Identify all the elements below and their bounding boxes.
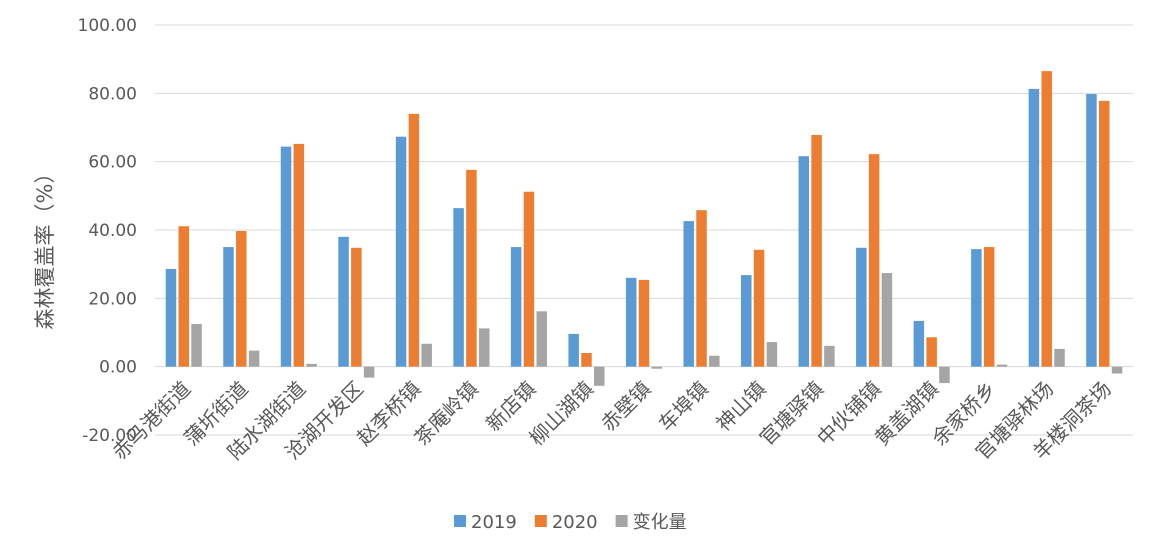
x-axis-categories: 赤马港街道蒲圻街道陆水湖街道沧湖开发区赵李桥镇茶庵岭镇新店镇柳山湖镇赤壁镇车埠镇… bbox=[108, 377, 1116, 465]
bar-2019-沧湖开发区 bbox=[338, 236, 349, 367]
bar-变化量-沧湖开发区 bbox=[363, 366, 375, 378]
bar-2019-余家桥乡 bbox=[971, 249, 982, 367]
x-category-label: 赤马港街道 bbox=[108, 377, 196, 465]
bar-2020-神山镇 bbox=[753, 249, 765, 367]
bar-2020-赵李桥镇 bbox=[408, 113, 420, 367]
bar-2019-车埠镇 bbox=[683, 221, 694, 367]
bar-变化量-茶庵岭镇 bbox=[478, 328, 490, 367]
bar-2020-黄盖湖镇 bbox=[926, 337, 937, 367]
bar-2019-官塘驿林场 bbox=[1028, 88, 1040, 367]
bars bbox=[165, 71, 1123, 386]
bar-变化量-蒲圻街道 bbox=[248, 350, 260, 367]
x-category-label: 车埠镇 bbox=[654, 377, 713, 436]
legend-label: 2020 bbox=[552, 512, 598, 533]
x-category-label: 柳山湖镇 bbox=[524, 377, 598, 451]
bar-变化量-车埠镇 bbox=[709, 355, 720, 367]
bar-变化量-新店镇 bbox=[536, 311, 547, 367]
bar-2020-沧湖开发区 bbox=[351, 247, 362, 367]
y-tick-label: 60.00 bbox=[88, 153, 137, 173]
bar-2019-茶庵岭镇 bbox=[453, 208, 464, 367]
bar-2020-官塘驿林场 bbox=[1041, 71, 1052, 367]
bar-变化量-黄盖湖镇 bbox=[939, 366, 950, 384]
bar-2020-余家桥乡 bbox=[983, 247, 995, 367]
bar-2019-新店镇 bbox=[510, 247, 522, 367]
legend-label: 2019 bbox=[471, 512, 517, 533]
bar-2019-陆水湖街道 bbox=[280, 146, 292, 367]
bar-2020-赤壁镇 bbox=[638, 279, 650, 367]
bar-变化量-柳山湖镇 bbox=[594, 366, 605, 386]
bar-2019-柳山湖镇 bbox=[568, 333, 579, 367]
y-tick-label: 80.00 bbox=[88, 84, 137, 104]
bar-变化量-陆水湖街道 bbox=[306, 363, 317, 367]
x-category-label: 赤壁镇 bbox=[596, 377, 655, 436]
bar-2019-羊楼洞茶场 bbox=[1086, 94, 1097, 367]
bar-变化量-余家桥乡 bbox=[996, 364, 1008, 367]
legend-swatch bbox=[534, 515, 547, 527]
bar-2020-柳山湖镇 bbox=[581, 353, 592, 367]
bar-变化量-中伙铺镇 bbox=[881, 273, 893, 367]
bar-2020-茶庵岭镇 bbox=[466, 169, 477, 367]
bar-变化量-赤马港街道 bbox=[191, 323, 202, 367]
legend: 2019 2020 变化量 bbox=[454, 512, 687, 533]
bar-变化量-官塘驿林场 bbox=[1054, 348, 1065, 367]
bar-2020-车埠镇 bbox=[696, 210, 707, 367]
bar-2020-蒲圻街道 bbox=[236, 231, 247, 367]
bar-2019-赵李桥镇 bbox=[395, 136, 407, 367]
bar-2020-官塘驿镇 bbox=[811, 135, 822, 367]
y-tick-label: 100.00 bbox=[78, 16, 137, 36]
bar-2020-中伙铺镇 bbox=[868, 154, 880, 367]
legend-swatch bbox=[454, 515, 466, 527]
legend-swatch bbox=[615, 515, 628, 527]
bar-变化量-神山镇 bbox=[766, 342, 778, 367]
y-tick-label: 0.00 bbox=[99, 358, 137, 378]
bar-变化量-赤壁镇 bbox=[651, 366, 663, 369]
bar-2019-黄盖湖镇 bbox=[913, 320, 925, 367]
bar-2019-中伙铺镇 bbox=[856, 247, 867, 367]
y-tick-label: -20.00 bbox=[82, 426, 137, 446]
bar-2020-赤马港街道 bbox=[178, 226, 190, 367]
bar-2020-陆水湖街道 bbox=[293, 143, 305, 367]
legend-label: 变化量 bbox=[633, 512, 687, 533]
y-tick-label: 40.00 bbox=[88, 221, 137, 241]
y-axis-title: 森林覆盖率（%） bbox=[33, 163, 57, 330]
bar-2019-官塘驿镇 bbox=[798, 156, 810, 367]
bar-变化量-官塘驿镇 bbox=[824, 345, 835, 367]
bar-2019-赤马港街道 bbox=[165, 268, 177, 367]
bar-2020-羊楼洞茶场 bbox=[1098, 100, 1110, 367]
y-axis-ticks: -20.00 0.00 20.00 40.00 60.00 80.00 100.00 bbox=[78, 16, 137, 446]
bar-变化量-赵李桥镇 bbox=[421, 343, 432, 367]
bar-2019-蒲圻街道 bbox=[223, 247, 234, 367]
x-category-label: 茶庵岭镇 bbox=[409, 377, 483, 451]
bar-2019-神山镇 bbox=[741, 275, 752, 367]
bar-2020-新店镇 bbox=[523, 191, 535, 367]
y-tick-label: 20.00 bbox=[88, 289, 137, 309]
bar-2019-赤壁镇 bbox=[625, 277, 637, 367]
bar-变化量-羊楼洞茶场 bbox=[1111, 366, 1123, 374]
